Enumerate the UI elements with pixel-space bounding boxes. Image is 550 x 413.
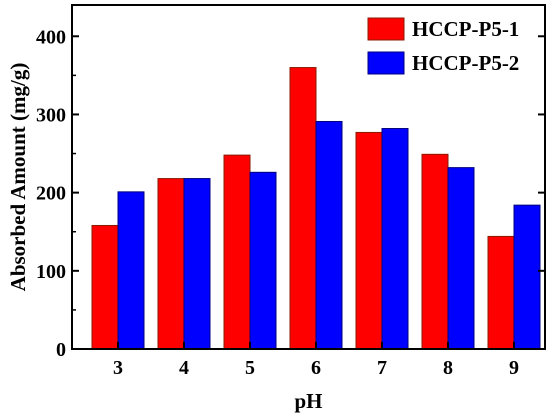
bar-hccp-p5-1-ph-6 — [289, 67, 317, 350]
x-axis-title: pH — [294, 389, 322, 413]
legend-swatch-hccp-p5-1 — [367, 17, 405, 41]
plot-frame — [71, 4, 546, 350]
y-axis-title: Absorbed Amount (mg/g) — [6, 63, 30, 292]
x-tick-label-4: 4 — [179, 357, 189, 379]
tick-group: 0 100 200 300 400 3 4 5 6 7 8 9 — [36, 26, 545, 379]
bar-hccp-p5-1-ph-3 — [91, 224, 119, 350]
bar-hccp-p5-2-ph-9 — [513, 204, 541, 350]
bar-hccp-p5-2-ph-8 — [447, 167, 475, 350]
x-tick-label-9: 9 — [509, 357, 519, 379]
x-tick-label-7: 7 — [377, 357, 387, 379]
legend-label-hccp-p5-2: HCCP-P5-2 — [412, 51, 519, 75]
bar-hccp-p5-1-ph-4 — [157, 178, 185, 350]
bar-group — [91, 67, 541, 350]
legend-swatch-hccp-p5-2 — [367, 51, 405, 75]
x-tick-label-5: 5 — [245, 357, 255, 379]
bar-hccp-p5-2-ph-4 — [183, 178, 211, 350]
x-tick-label-8: 8 — [443, 357, 453, 379]
bar-hccp-p5-1-ph-7 — [355, 131, 383, 350]
bar-hccp-p5-1-ph-5 — [223, 154, 251, 350]
y-tick-label-0: 0 — [56, 339, 66, 361]
x-tick-label-6: 6 — [311, 357, 321, 379]
bar-hccp-p5-1-ph-9 — [487, 235, 515, 350]
bar-hccp-p5-2-ph-5 — [249, 171, 277, 350]
bar-hccp-p5-2-ph-7 — [381, 128, 409, 350]
y-tick-label-200: 200 — [36, 183, 66, 205]
axes-group — [71, 4, 546, 350]
y-tick-label-300: 300 — [36, 104, 66, 126]
bar-hccp-p5-2-ph-6 — [315, 120, 343, 350]
legend-label-hccp-p5-1: HCCP-P5-1 — [412, 17, 519, 41]
legend: HCCP-P5-1 HCCP-P5-2 — [367, 17, 519, 75]
x-tick-label-3: 3 — [113, 357, 123, 379]
y-tick-label-400: 400 — [36, 26, 66, 48]
bar-hccp-p5-1-ph-8 — [421, 153, 449, 350]
y-tick-label-100: 100 — [36, 261, 66, 283]
bar-hccp-p5-2-ph-3 — [117, 191, 145, 350]
